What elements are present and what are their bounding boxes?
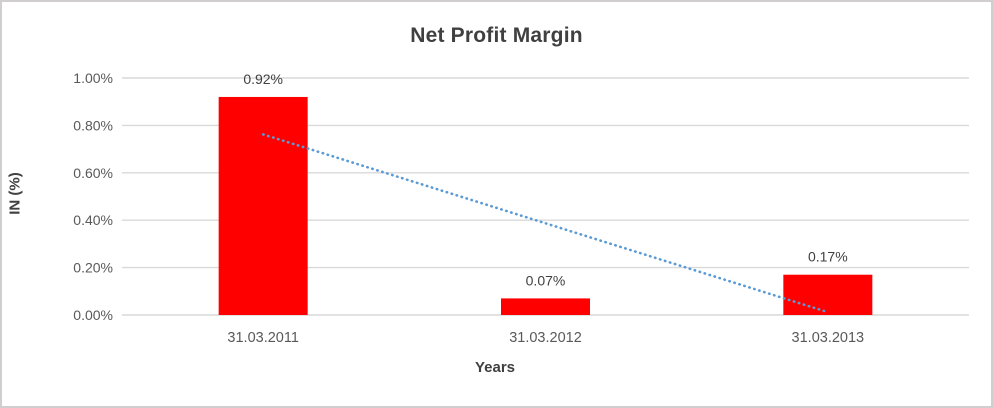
y-tick-label: 0.00% bbox=[73, 307, 113, 323]
y-tick-label: 0.20% bbox=[73, 260, 113, 276]
bar[interactable] bbox=[501, 298, 590, 315]
chart-title: Net Profit Margin bbox=[410, 24, 583, 47]
y-tick-label: 0.80% bbox=[73, 117, 113, 133]
data-label: 0.17% bbox=[808, 249, 848, 265]
bar[interactable] bbox=[783, 274, 873, 315]
trendline bbox=[261, 133, 830, 314]
x-tick-label: 31.03.2013 bbox=[792, 330, 865, 346]
x-tick-label: 31.03.2011 bbox=[227, 330, 299, 346]
data-label: 0.92% bbox=[243, 71, 283, 87]
x-tick-label: 31.03.2012 bbox=[509, 330, 582, 346]
y-tick-label: 1.00% bbox=[73, 70, 113, 86]
y-tick-label: 0.60% bbox=[73, 165, 113, 181]
x-axis-title: Years bbox=[474, 359, 516, 376]
y-tick-label: 0.40% bbox=[73, 212, 113, 228]
data-label: 0.07% bbox=[526, 272, 566, 288]
bar[interactable] bbox=[218, 96, 308, 316]
